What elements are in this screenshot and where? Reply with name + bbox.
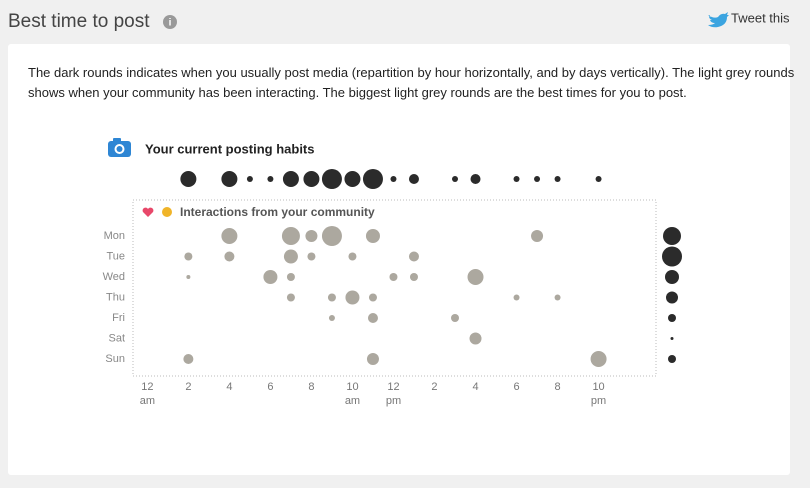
y-tick-label: Sun — [105, 353, 125, 365]
posting-hour-bubble — [246, 176, 253, 182]
posting-hour-bubble — [221, 171, 238, 187]
posting-hour-bubble — [470, 174, 481, 184]
posting-hour-bubble — [534, 176, 541, 182]
interaction-bubble — [451, 314, 460, 322]
posting-hour-bubble — [344, 171, 361, 187]
posting-hour-bubble — [362, 169, 383, 189]
interactions-frame — [132, 199, 657, 377]
x-tick-label: 4 — [226, 381, 233, 393]
posting-hour-bubble — [321, 169, 342, 189]
interaction-bubble — [283, 249, 298, 264]
interaction-bubble — [224, 251, 235, 262]
interaction-bubble — [531, 230, 544, 242]
posting-day-bubble — [665, 270, 679, 284]
coin-icon — [162, 207, 172, 217]
interaction-bubble — [554, 294, 561, 301]
y-tick-label: Sat — [108, 332, 125, 344]
posting-day-bubble — [668, 314, 676, 322]
interaction-bubble — [367, 313, 378, 323]
interaction-bubble — [467, 269, 484, 285]
posting-day-bubble — [662, 246, 682, 267]
heart-icon — [142, 207, 154, 217]
interaction-bubble — [286, 293, 295, 302]
y-tick-label: Wed — [103, 271, 125, 283]
y-tick-label: Thu — [106, 291, 125, 303]
posting-hour-bubble — [408, 174, 419, 184]
info-glyph: i — [169, 18, 172, 29]
interaction-bubble — [305, 230, 318, 242]
twitter-icon[interactable] — [708, 12, 729, 28]
interaction-bubble — [184, 252, 193, 261]
interaction-bubble — [345, 290, 360, 305]
interaction-bubble — [307, 252, 316, 261]
x-tick-label: 6 — [513, 381, 520, 393]
x-tick-label: 2 — [185, 381, 192, 393]
x-tick-label: 4 — [472, 381, 479, 393]
tweet-link[interactable]: Tweet this — [731, 10, 790, 25]
posting-hour-bubble — [595, 176, 602, 182]
interaction-bubble — [321, 226, 342, 246]
interaction-bubble — [368, 293, 377, 302]
x-tick-label: 6 — [267, 381, 274, 393]
posting-day-bubble — [670, 337, 674, 340]
x-tick-label: 10 am — [344, 381, 361, 407]
interaction-bubble — [590, 351, 607, 367]
interaction-bubble — [183, 354, 194, 364]
interaction-bubble — [513, 294, 520, 301]
description: The dark rounds indicates when you usual… — [28, 65, 795, 100]
x-tick-label: 8 — [554, 381, 561, 393]
posting-hour-bubble — [282, 171, 299, 187]
posting-hour-bubble — [452, 176, 459, 182]
interactions-title: Interactions from your community — [180, 205, 375, 219]
posting-title: Your current posting habits — [145, 141, 315, 156]
interaction-bubble — [221, 228, 238, 244]
camera-top — [113, 138, 121, 142]
posting-day-bubble — [663, 227, 681, 245]
x-tick-label: 12 am — [139, 381, 155, 407]
interaction-bubble — [327, 293, 336, 302]
x-tick-label: 12 pm — [385, 381, 402, 407]
card — [8, 44, 790, 475]
interaction-bubble — [366, 353, 379, 365]
posting-hour-bubble — [390, 176, 397, 182]
posting-hour-bubble — [267, 176, 274, 182]
interaction-bubble — [409, 273, 418, 281]
interaction-bubble — [348, 252, 357, 261]
x-tick-label: 10 pm — [590, 381, 607, 407]
x-tick-label: 2 — [431, 381, 438, 393]
posting-hour-bubble — [303, 171, 320, 187]
y-tick-label: Mon — [104, 230, 125, 242]
y-tick-label: Tue — [106, 250, 125, 262]
posting-day-bubble — [668, 355, 676, 363]
interaction-bubble — [365, 229, 380, 243]
x-tick-label: 8 — [308, 381, 315, 393]
posting-hour-bubble — [180, 171, 197, 187]
posting-hour-bubble — [554, 176, 561, 182]
interaction-bubble — [469, 332, 482, 345]
interaction-bubble — [408, 251, 419, 262]
interaction-bubble — [328, 315, 335, 321]
interaction-bubble — [389, 273, 398, 281]
interaction-bubble — [286, 273, 295, 281]
interaction-bubble — [281, 227, 300, 245]
posting-hour-bubble — [513, 176, 520, 182]
page-title: Best time to post — [8, 11, 150, 32]
info-icon[interactable] — [163, 15, 177, 29]
y-tick-label: Fri — [112, 312, 125, 324]
camera-lens-inner — [116, 146, 123, 152]
posting-day-bubble — [666, 291, 678, 304]
interaction-bubble — [186, 275, 191, 279]
interaction-bubble — [263, 270, 278, 284]
